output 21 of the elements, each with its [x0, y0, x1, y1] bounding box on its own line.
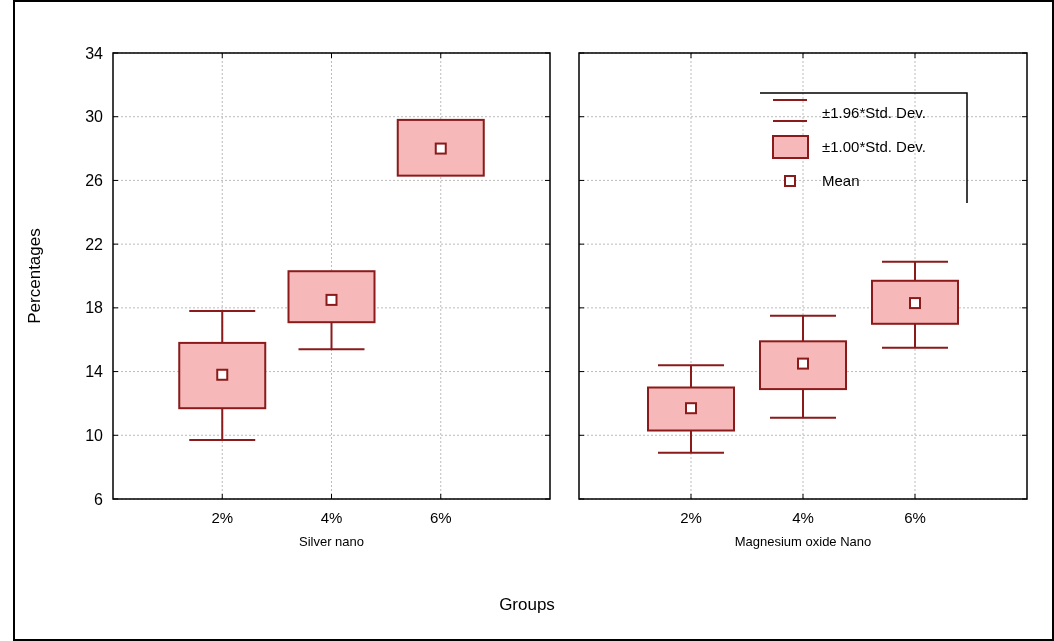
y-tick-label: 14	[85, 363, 104, 381]
y-tick-label: 30	[85, 108, 104, 126]
y-tick-label: 18	[85, 299, 104, 317]
annotation: ±1.00*Std. Dev.	[822, 138, 926, 156]
y-tick-label: 10	[85, 426, 104, 444]
y-tick-label: 6	[94, 490, 104, 508]
x-tick-label: 2%	[680, 509, 702, 526]
y-tick-label: 26	[85, 172, 104, 190]
x-tick-label: 4%	[320, 509, 343, 526]
text: Groups	[499, 595, 555, 614]
x-axis-title: Silver nano	[298, 534, 365, 549]
y-axis-title: Percentages	[25, 228, 44, 324]
annotation: ±1.96*Std. Dev.	[822, 104, 926, 122]
x-tick-label: 6%	[904, 509, 926, 526]
y-tick-label: 22	[85, 235, 104, 253]
x-tick-label: 6%	[429, 509, 452, 526]
x-axis-title: Magnesium oxide Nano	[734, 534, 872, 549]
y-tick-label: 34	[85, 44, 104, 62]
x-tick-label: 2%	[211, 509, 234, 526]
x-tick-label: 4%	[792, 509, 814, 526]
annotation: Mean	[822, 172, 860, 190]
